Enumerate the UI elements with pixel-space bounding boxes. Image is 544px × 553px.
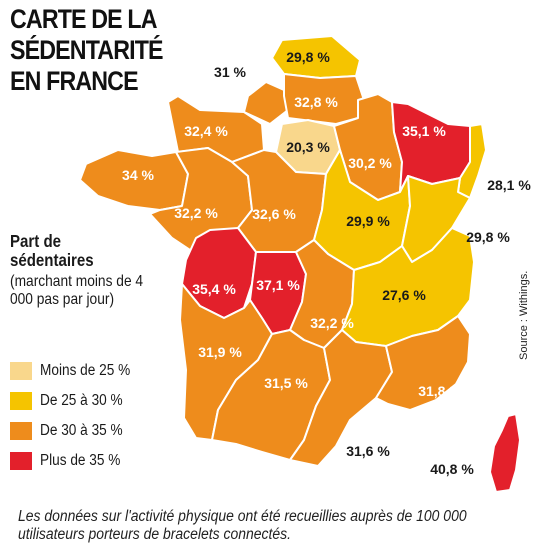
region-languedoc-roussillon bbox=[289, 329, 393, 467]
region-value-labels: 29,8 % 32,4 % 32,8 % 20,3 % 30,2 % 35,1 … bbox=[122, 49, 531, 477]
legend-title: Part de sédentaires bbox=[10, 231, 94, 270]
legend-label: De 30 à 35 % bbox=[40, 422, 123, 439]
title-line-1: CARTE DE LA bbox=[10, 4, 157, 34]
footnote: Les données sur l'activité physique ont … bbox=[18, 508, 467, 543]
legend-item: De 30 à 35 % bbox=[10, 420, 143, 442]
legend-swatch bbox=[10, 452, 32, 470]
legend-swatch bbox=[10, 422, 32, 440]
label-lorraine: 35,1 % bbox=[402, 123, 446, 139]
legend-label: Moins de 25 % bbox=[40, 362, 131, 379]
title-line-3: EN FRANCE bbox=[10, 66, 139, 96]
label-basse-normandie: 32,4 % bbox=[184, 123, 228, 139]
legend-item: Plus de 35 % bbox=[10, 450, 143, 472]
source-credit: Source : Withings. bbox=[518, 270, 530, 360]
label-alsace: 28,1 % bbox=[487, 177, 531, 193]
label-haute-normandie-outside: 31 % bbox=[214, 64, 246, 80]
legend-swatch bbox=[10, 392, 32, 410]
label-rhone-alpes: 27,6 % bbox=[382, 287, 426, 303]
region-provence-alpes-cote-dazur bbox=[375, 315, 471, 411]
legend-subtitle: (marchant moins de 4 000 pas par jour) bbox=[10, 273, 144, 308]
title-line-2: SÉDENTARITÉ bbox=[10, 35, 164, 65]
legend-label: De 25 à 30 % bbox=[40, 392, 123, 409]
legend: Moins de 25 % De 25 à 30 % De 30 à 35 % … bbox=[10, 360, 143, 480]
label-poitou-charentes: 35,4 % bbox=[192, 281, 236, 297]
label-midi-pyrenees: 31,5 % bbox=[264, 375, 308, 391]
region-corse bbox=[489, 413, 521, 493]
label-auvergne: 32,2 % bbox=[310, 315, 354, 331]
label-provence-alpes-cote-dazur: 31,8 % bbox=[418, 383, 462, 399]
legend-item: De 25 à 30 % bbox=[10, 390, 143, 412]
label-bourgogne: 29,9 % bbox=[346, 213, 390, 229]
label-aquitaine: 31,9 % bbox=[198, 344, 242, 360]
label-champagne-ardenne: 30,2 % bbox=[348, 155, 392, 171]
legend-label: Plus de 35 % bbox=[40, 452, 121, 469]
label-corse: 40,8 % bbox=[430, 461, 474, 477]
label-franche-comte: 29,8 % bbox=[466, 229, 510, 245]
label-bretagne: 34 % bbox=[122, 167, 154, 183]
label-centre: 32,6 % bbox=[252, 206, 296, 222]
label-ile-de-france: 20,3 % bbox=[286, 139, 330, 155]
label-nord-pas-de-calais: 29,8 % bbox=[286, 49, 330, 65]
label-pays-de-la-loire: 32,2 % bbox=[174, 205, 218, 221]
label-limousin: 37,1 % bbox=[256, 277, 300, 293]
map-title: CARTE DE LA SÉDENTARITÉ EN FRANCE bbox=[10, 4, 164, 97]
legend-item: Moins de 25 % bbox=[10, 360, 143, 382]
label-languedoc-roussillon: 31,6 % bbox=[346, 443, 390, 459]
legend-swatch bbox=[10, 362, 32, 380]
label-picardie: 32,8 % bbox=[294, 94, 338, 110]
